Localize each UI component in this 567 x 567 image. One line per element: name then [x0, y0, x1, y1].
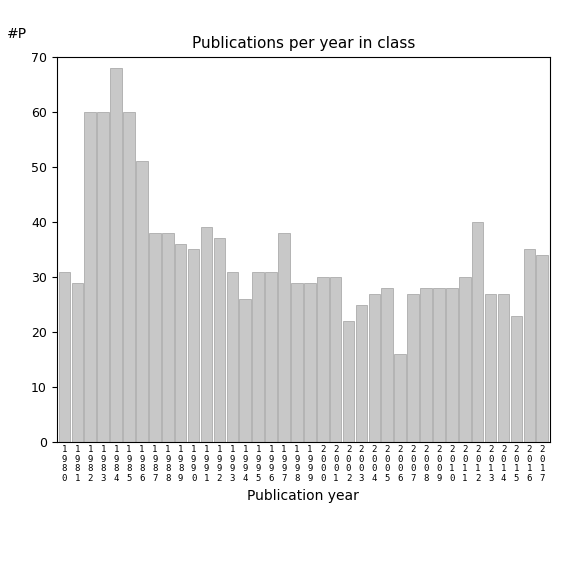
Bar	[356, 304, 367, 442]
Bar	[71, 282, 83, 442]
Title: Publications per year in class: Publications per year in class	[192, 36, 415, 52]
Text: #P: #P	[7, 27, 27, 41]
Bar	[149, 233, 160, 442]
Bar	[523, 249, 535, 442]
Bar	[175, 244, 187, 442]
Bar	[98, 112, 109, 442]
Bar	[278, 233, 290, 442]
Bar	[342, 321, 354, 442]
Bar	[201, 227, 212, 442]
Bar	[84, 112, 96, 442]
Bar	[58, 272, 70, 442]
Bar	[317, 277, 328, 442]
Bar	[472, 222, 484, 442]
Bar	[485, 294, 496, 442]
Bar	[459, 277, 471, 442]
Bar	[265, 272, 277, 442]
Bar	[420, 288, 432, 442]
Bar	[330, 277, 341, 442]
Bar	[226, 272, 238, 442]
Bar	[498, 294, 509, 442]
Bar	[111, 67, 122, 442]
Bar	[291, 282, 303, 442]
X-axis label: Publication year: Publication year	[247, 489, 359, 503]
Bar	[395, 354, 406, 442]
Bar	[536, 255, 548, 442]
Bar	[369, 294, 380, 442]
Bar	[446, 288, 458, 442]
Bar	[407, 294, 419, 442]
Bar	[214, 239, 225, 442]
Bar	[123, 112, 135, 442]
Bar	[162, 233, 174, 442]
Bar	[511, 316, 522, 442]
Bar	[188, 249, 200, 442]
Bar	[136, 162, 148, 442]
Bar	[304, 282, 316, 442]
Bar	[382, 288, 393, 442]
Bar	[433, 288, 445, 442]
Bar	[239, 299, 251, 442]
Bar	[252, 272, 264, 442]
